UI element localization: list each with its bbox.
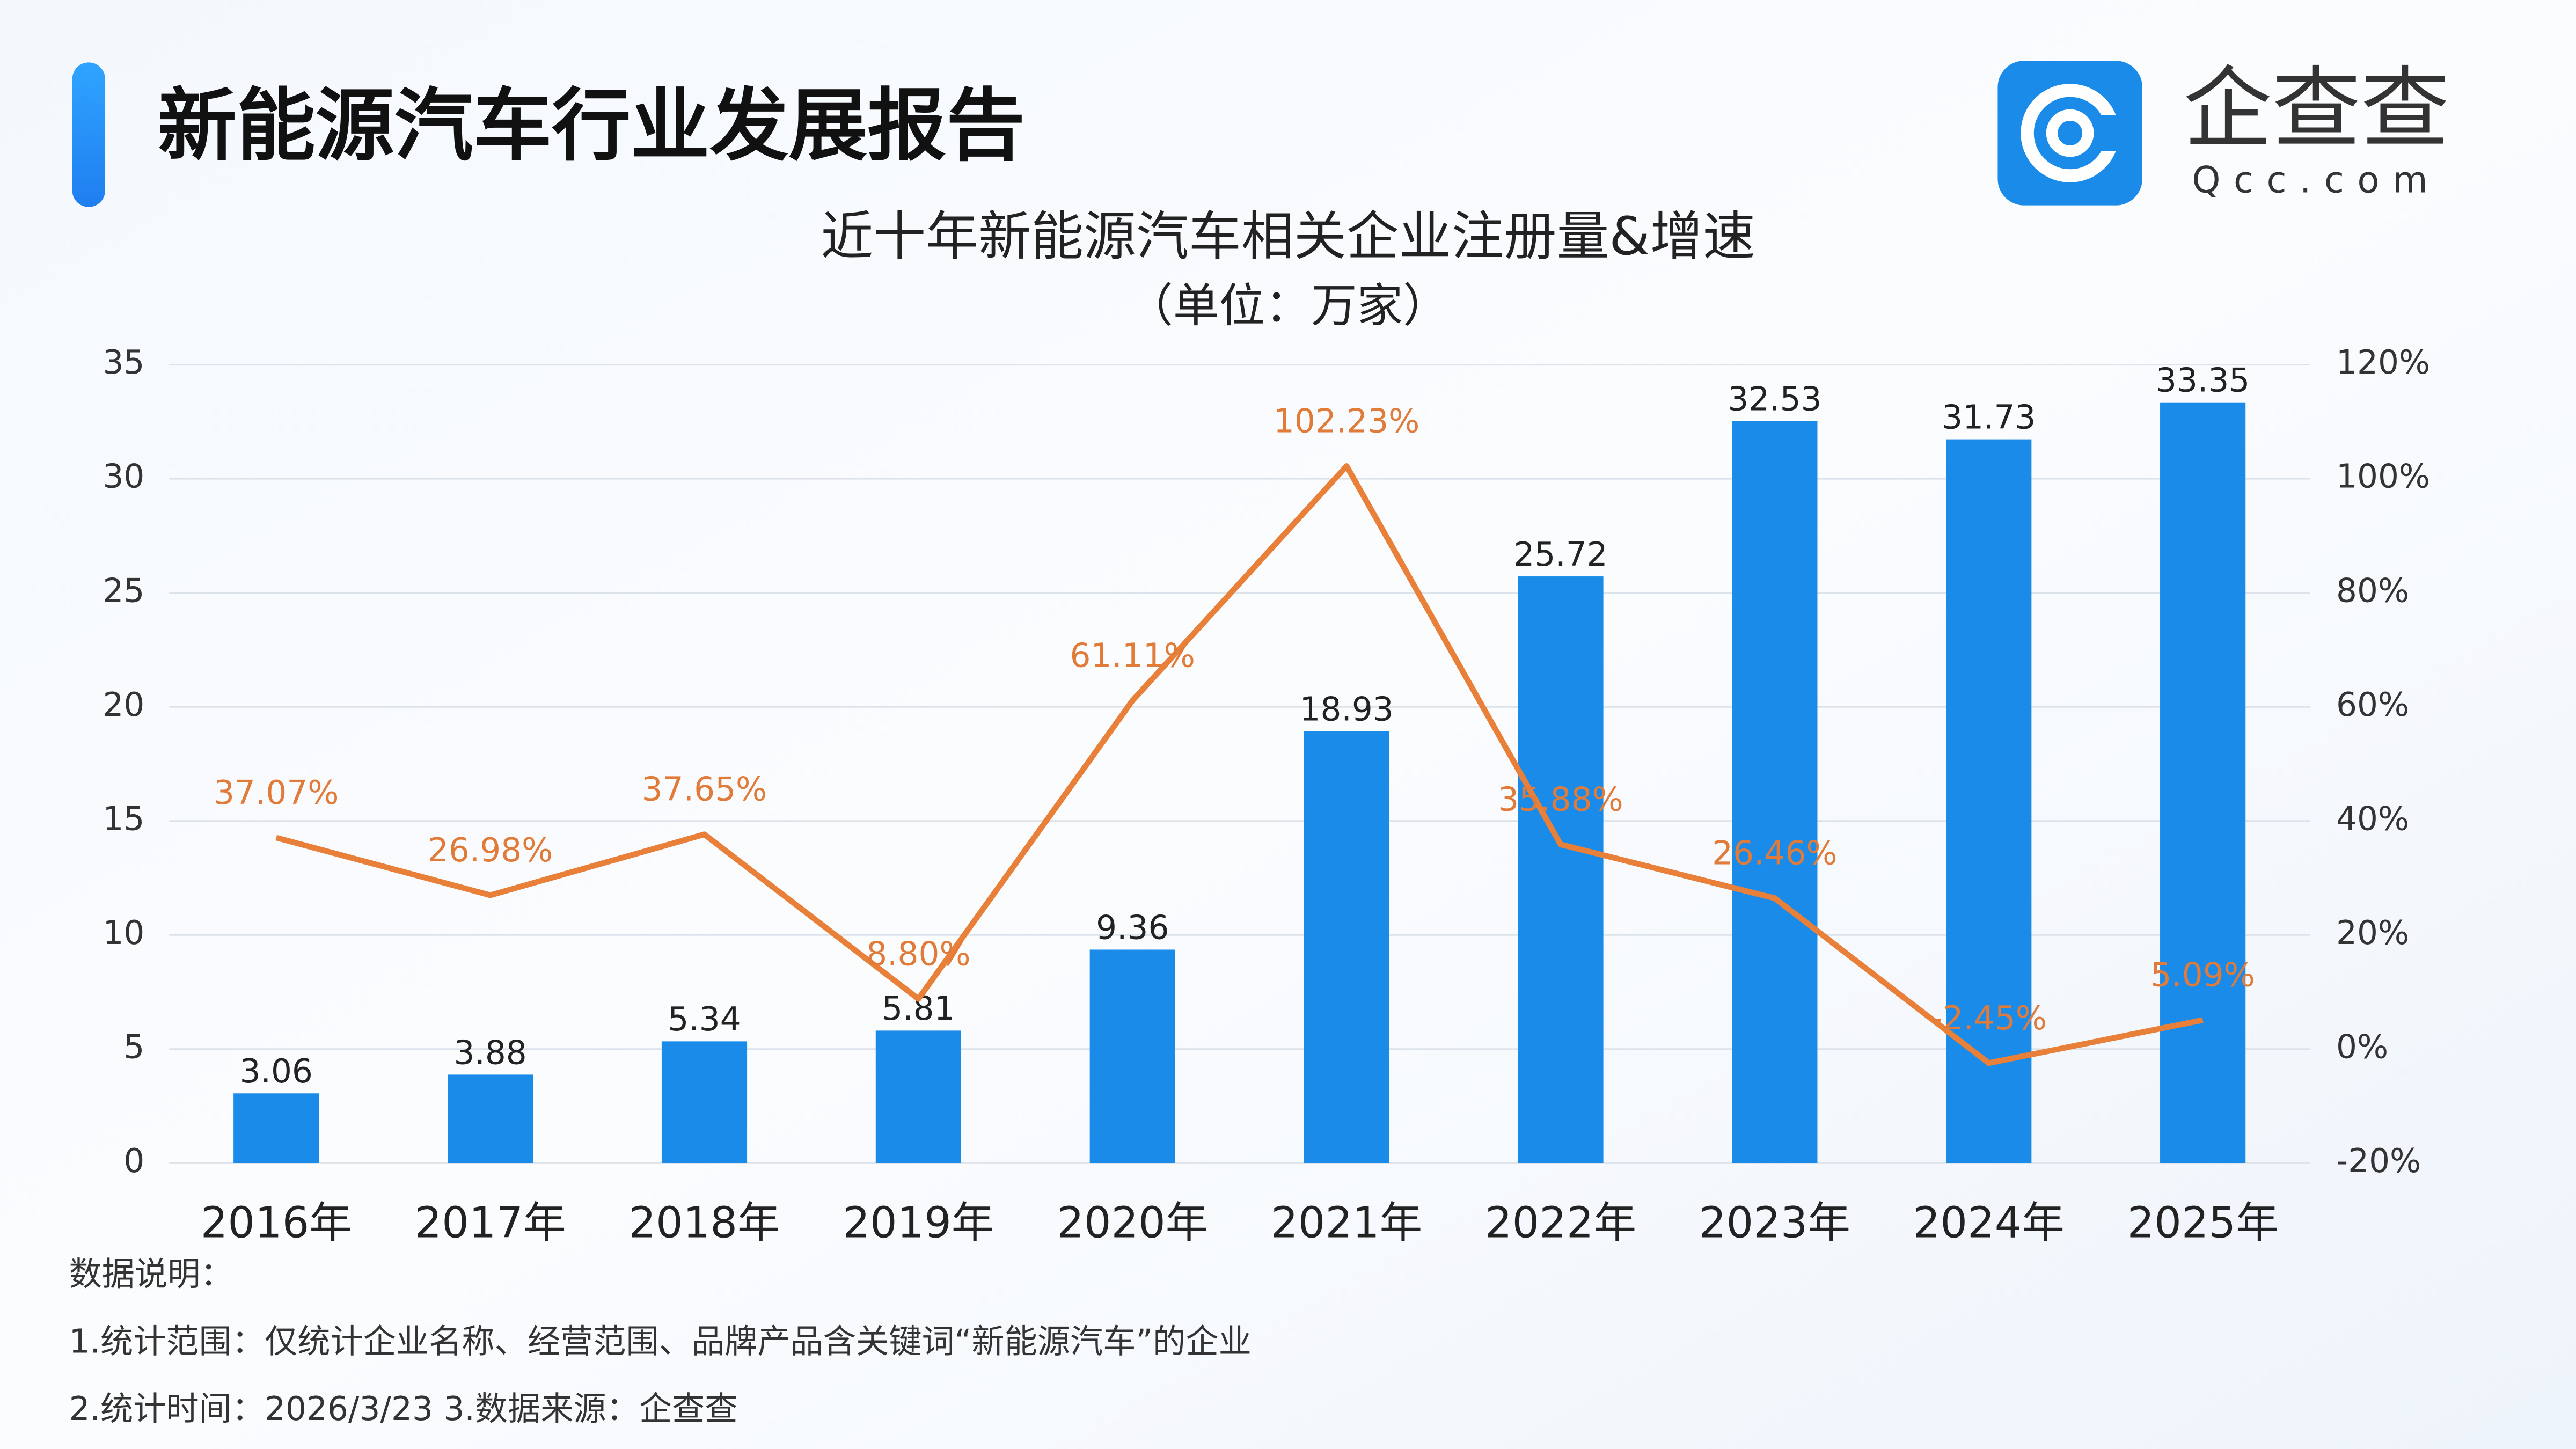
chart-title: 近十年新能源汽车相关企业注册量&增速 xyxy=(821,206,1755,267)
chart-subtitle: （单位：万家） xyxy=(1127,279,1449,333)
line-value-label: 61.11% xyxy=(1070,636,1195,675)
bar xyxy=(1089,949,1175,1163)
x-tick-label: 2018年 xyxy=(628,1198,780,1248)
bar-value-label: 32.53 xyxy=(1728,380,1821,418)
logo-icon xyxy=(1997,61,2142,206)
logo-ring-inner xyxy=(2046,109,2094,157)
bar xyxy=(1732,421,1818,1163)
bar-value-label: 5.34 xyxy=(668,1000,741,1038)
bar-value-label: 9.36 xyxy=(1096,909,1169,947)
header-title: 新能源汽车行业发展报告 xyxy=(158,80,1025,172)
x-tick-label: 2023年 xyxy=(1699,1198,1850,1248)
y2-tick-label: -20% xyxy=(2336,1142,2421,1180)
y2-tick-label: 80% xyxy=(2336,572,2409,610)
logo-subtext: Qcc.com xyxy=(2192,158,2441,201)
bar-value-label: 33.35 xyxy=(2156,362,2250,400)
bar xyxy=(875,1030,961,1163)
y-tick-label: 25 xyxy=(103,572,144,610)
y-tick-label: 35 xyxy=(103,343,144,382)
line-value-label: 26.46% xyxy=(1712,835,1837,873)
bar-value-label: 25.72 xyxy=(1513,536,1607,574)
bar-value-label: 31.73 xyxy=(1942,398,2036,436)
y-tick-label: 20 xyxy=(103,686,144,724)
y2-tick-label: 20% xyxy=(2336,914,2409,952)
bar-value-label: 18.93 xyxy=(1300,691,1394,729)
line-value-label: 8.80% xyxy=(866,935,970,973)
x-tick-label: 2025年 xyxy=(2127,1198,2279,1248)
note: 1.统计范围：仅统计企业名称、经营范围、品牌产品含关键词“新能源汽车”的企业 xyxy=(69,1323,1252,1361)
bar-value-label: 3.88 xyxy=(453,1034,526,1072)
bar xyxy=(2160,402,2246,1163)
line-value-label: 35.88% xyxy=(1498,781,1623,819)
x-tick-label: 2017年 xyxy=(415,1198,566,1248)
line-value-label: 37.65% xyxy=(642,771,767,809)
y-tick-label: 5 xyxy=(123,1028,144,1066)
x-tick-label: 2020年 xyxy=(1057,1198,1208,1248)
bar xyxy=(1518,576,1604,1163)
x-tick-label: 2016年 xyxy=(201,1198,352,1248)
bar xyxy=(233,1093,319,1163)
x-tick-label: 2019年 xyxy=(843,1198,994,1248)
line-value-label: 26.98% xyxy=(428,831,553,869)
line-value-label: 37.07% xyxy=(214,774,339,812)
growth-line xyxy=(275,463,2204,1066)
y2-tick-label: 100% xyxy=(2336,458,2430,496)
bar-value-label: 3.06 xyxy=(240,1052,313,1091)
bar xyxy=(1304,731,1389,1163)
y-tick-label: 30 xyxy=(103,458,144,496)
notes: 数据说明： 1.统计范围：仅统计企业名称、经营范围、品牌产品含关键词“新能源汽车”… xyxy=(69,1255,1252,1428)
note: 2.统计时间：2026/3/23 3.数据来源：企查查 xyxy=(69,1390,738,1428)
x-tick-label: 2022年 xyxy=(1485,1198,1636,1248)
bar xyxy=(661,1041,748,1163)
y-tick-label: 15 xyxy=(103,800,144,838)
x-tick-label: 2024年 xyxy=(1913,1198,2065,1248)
logo-text: 企查查 xyxy=(2183,57,2449,160)
y2-tick-label: 60% xyxy=(2336,686,2409,724)
x-tick-label: 2021年 xyxy=(1271,1198,1422,1248)
logo-gap xyxy=(2096,115,2123,151)
note: 数据说明： xyxy=(69,1255,233,1293)
bar xyxy=(448,1074,533,1163)
header-accent xyxy=(72,62,105,207)
line-value-label: -2.45% xyxy=(1930,999,2047,1037)
line-value-label: 5.09% xyxy=(2150,956,2255,994)
y-tick-label: 10 xyxy=(103,914,144,952)
y-tick-label: 0 xyxy=(123,1142,144,1180)
y2-tick-label: 120% xyxy=(2336,343,2430,382)
line-value-label: 102.23% xyxy=(1274,402,1419,440)
y2-tick-label: 40% xyxy=(2336,800,2409,838)
y2-tick-label: 0% xyxy=(2336,1028,2388,1066)
